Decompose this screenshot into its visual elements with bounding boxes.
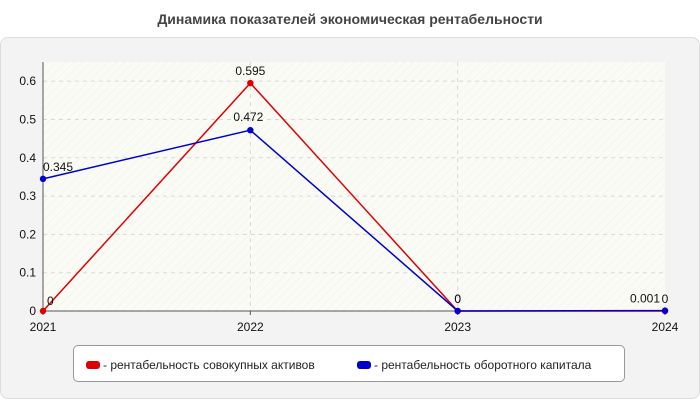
x-tick-label: 2023: [444, 320, 471, 334]
data-label: 0.001: [630, 292, 660, 306]
legend-label-series-2: - рентабельность оборотного капитала: [374, 357, 592, 372]
data-point: [39, 307, 47, 315]
data-point: [661, 307, 669, 314]
data-label: 0.345: [43, 160, 73, 174]
data-label: 0: [47, 294, 54, 308]
y-tick-label: 0.1: [19, 266, 36, 280]
data-point: [39, 175, 47, 183]
x-tick-label: 2022: [237, 320, 264, 334]
x-tick-label: 2024: [652, 320, 679, 334]
legend-label-series-1: - рентабельность совокупных активов: [103, 357, 315, 372]
data-label: 0: [454, 292, 461, 306]
y-tick-label: 0.6: [19, 74, 36, 88]
data-label: 0: [454, 292, 461, 306]
y-tick-label: 0.4: [19, 151, 36, 165]
y-tick-label: 0.5: [19, 112, 36, 126]
legend-swatch-series-1: [86, 360, 100, 369]
y-tick-label: 0.2: [19, 227, 36, 241]
grid: [43, 62, 665, 311]
legend-swatch-series-2: [357, 360, 371, 369]
series-line-2: [42, 129, 666, 312]
data-label: 0.472: [233, 110, 263, 124]
data-label: 0: [662, 292, 669, 306]
data-point: [247, 79, 254, 87]
legend-item-series-2[interactable]: - рентабельность оборотного капитала: [357, 346, 591, 383]
x-tick-label: 2021: [30, 320, 57, 334]
y-tick-label: 0.3: [19, 189, 36, 203]
data-point: [454, 307, 461, 315]
legend: - рентабельность совокупных активов - ре…: [73, 345, 625, 382]
series-layer: [39, 79, 669, 315]
data-point: [247, 126, 254, 134]
chart-title: Динамика показателей экономическая рента…: [157, 11, 543, 27]
plot-area: [43, 62, 665, 311]
data-label: 0.595: [235, 64, 265, 78]
y-tick-label: 0: [29, 304, 36, 318]
legend-item-series-1[interactable]: - рентабельность совокупных активов: [86, 346, 315, 383]
